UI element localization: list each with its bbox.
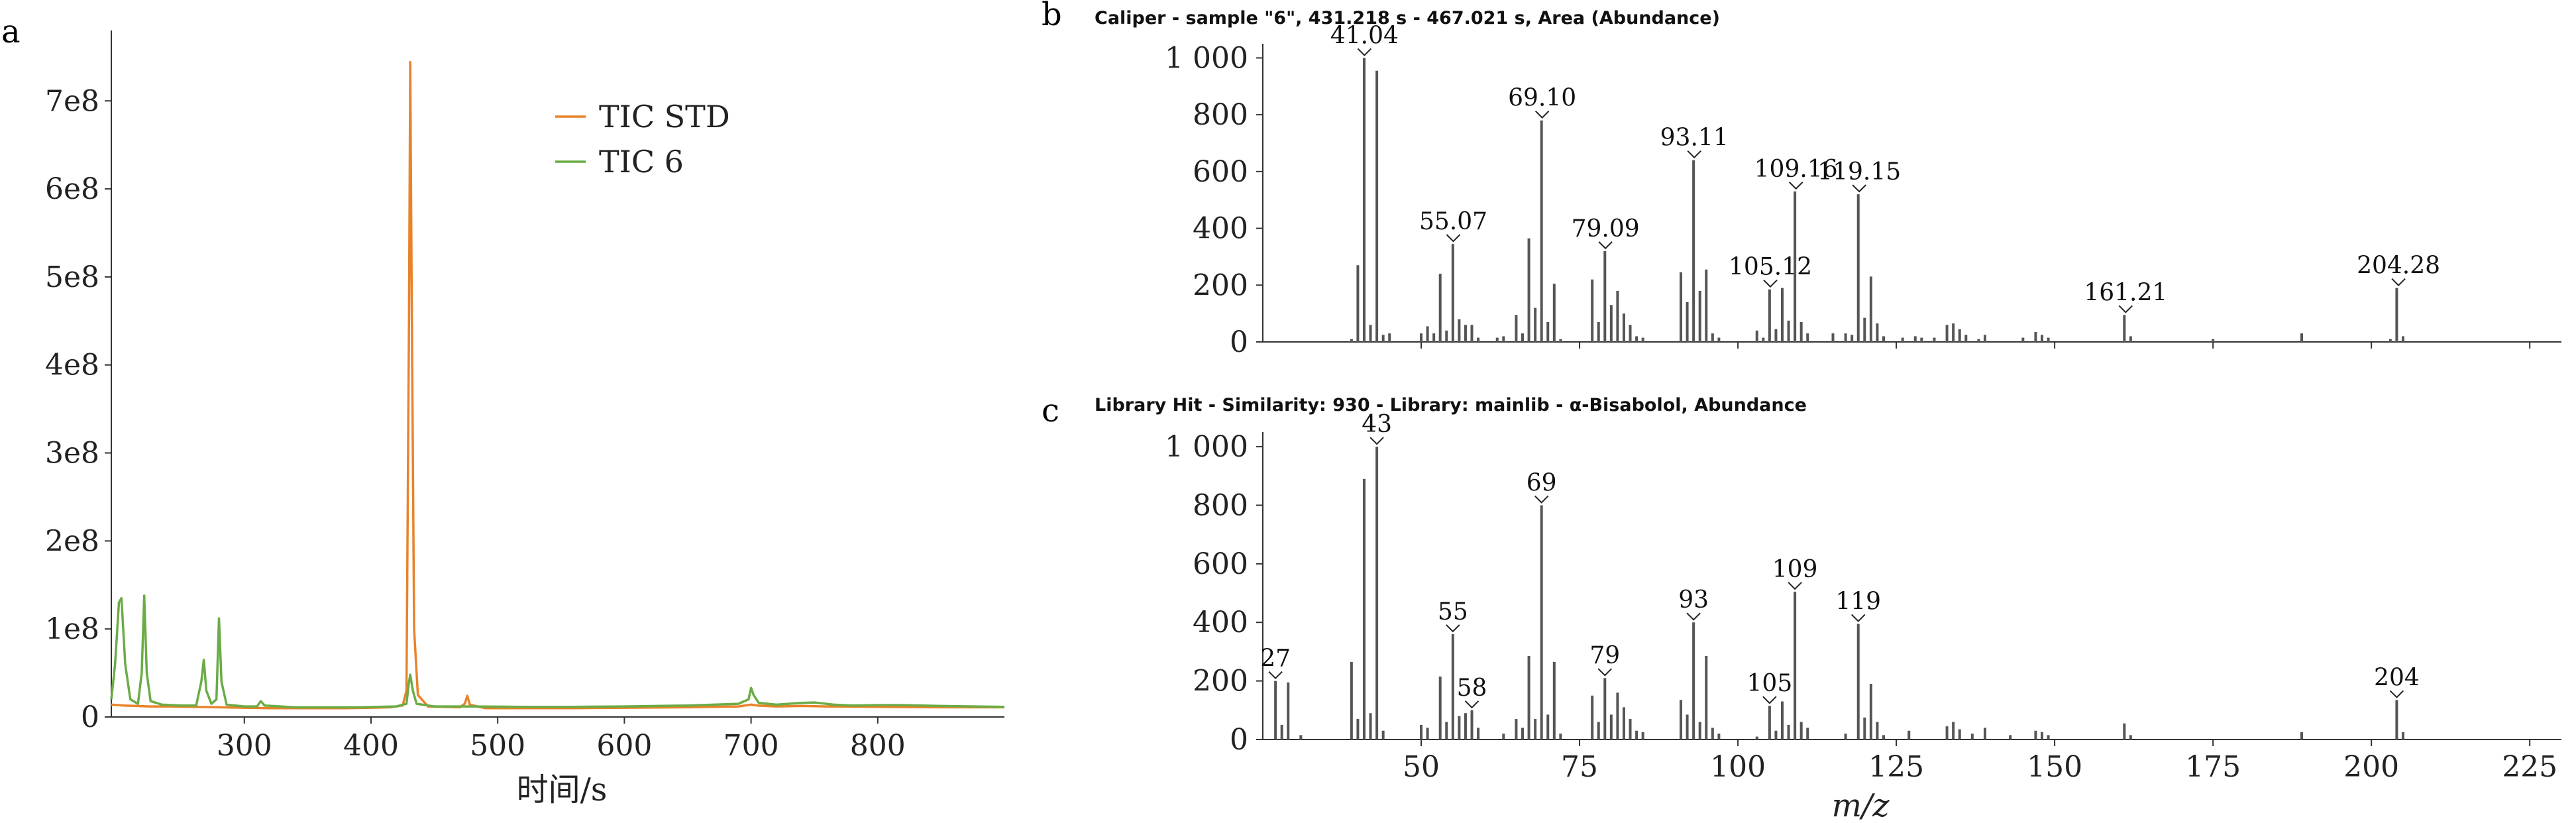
y-tick-label: 800 [1193,488,1248,522]
y-tick-label: 1e8 [45,612,99,646]
peak-marker [1598,241,1613,250]
y-tick-label: 2e8 [45,524,99,558]
peak-label: 204 [2374,664,2420,691]
x-tick-label: 150 [2027,750,2082,784]
y-tick-label: 200 [1193,268,1248,302]
peak-marker [1762,696,1777,704]
tic-chart: 0 1e8 2e8 3e8 4e8 5e8 6e8 7e8 300 400 500 600 700 800… [45,30,1005,763]
x-tick-label: 75 [1561,750,1598,784]
peak-label: 79 [1589,642,1620,669]
peak-marker [1464,700,1479,709]
peak-label: 161.21 [2084,279,2167,306]
peak-marker [1369,437,1384,445]
panel-letter-b: b [1042,0,1062,33]
peak-label: 79.09 [1572,215,1640,243]
peak-marker [1687,150,1701,159]
y-tick-label: 0 [1230,325,1248,359]
y-tick-label: 400 [1193,606,1248,639]
x-tick-label: 300 [217,729,272,763]
peak-label: 58 [1457,675,1487,702]
peak-label: 109.16 [1754,156,1838,183]
peak-marker [1597,668,1612,677]
x-tick-label: 800 [850,729,906,763]
peak-marker [2391,278,2406,286]
peak-label: 105 [1747,670,1793,697]
peak-label: 41.04 [1330,22,1399,49]
peak-marker [1852,184,1866,193]
y-tick-label: 0 [1230,723,1248,757]
peak-label: 93.11 [1660,125,1729,152]
x-tick-label: 200 [2343,750,2399,784]
series-line-tic-std [111,61,1004,710]
peak-marker [2389,690,2404,698]
peak-marker [1686,612,1701,621]
panel-c-x-axis-title: m/z [1832,787,1890,823]
x-tick-label: 600 [596,729,652,763]
peak-marker [1534,495,1549,504]
y-tick-label: 600 [1193,155,1248,189]
library-mass-spectrum: 0 200 400 600 800 1 000 50 75 100 125 150 175 200 225… [1165,411,2561,784]
peak-marker [1268,671,1283,680]
peak-label: 105.12 [1729,254,1812,281]
y-tick-label: 7e8 [45,84,99,118]
y-tick-label: 400 [1193,212,1248,246]
peak-label: 43 [1362,411,1392,438]
peak-marker [1788,182,1803,190]
series-line-tic-6 [110,594,1005,709]
peak-marker [1446,624,1460,633]
x-tick-label: 225 [2502,750,2557,784]
peak-label: 69.10 [1508,85,1576,112]
x-tick-label: 500 [470,729,525,763]
x-tick-label: 50 [1403,750,1440,784]
y-tick-label: 600 [1193,547,1248,581]
y-tick-label: 1 000 [1165,430,1248,464]
peak-label: 204.28 [2357,252,2440,280]
peak-marker [1357,48,1372,56]
legend-label: TIC STD [599,99,730,135]
peak-marker [1534,111,1550,119]
peak-label: 27 [1260,645,1291,673]
sample-mass-spectrum: 0 200 400 600 800 1 000 41.04 55.07 69.10 79.09 93… [1165,22,2561,359]
peak-label: 119 [1835,588,1881,615]
peak-marker [1446,234,1461,243]
y-tick-label: 5e8 [45,260,99,294]
peak-marker [2118,305,2133,313]
x-tick-label: 400 [343,729,399,763]
y-tick-label: 6e8 [45,172,99,206]
x-tick-label: 100 [1710,750,1766,784]
peak-marker [1763,280,1778,288]
y-tick-label: 800 [1193,98,1248,132]
panel-letter-a: a [1,13,21,50]
x-tick-label: 175 [2185,750,2241,784]
peak-label: 119.15 [1817,158,1901,186]
panel-b-title: Caliper - sample "6", 431.218 s - 467.02… [1095,8,1720,28]
legend-label: TIC 6 [599,144,684,180]
y-tick-label: 3e8 [45,437,99,470]
peak-marker [1788,582,1802,590]
peak-label: 55.07 [1419,208,1487,235]
peak-label: 69 [1527,469,1557,496]
y-tick-label: 200 [1193,665,1248,698]
panel-letter-c: c [1042,392,1059,429]
peak-label: 93 [1678,586,1709,614]
y-tick-label: 0 [81,700,99,734]
x-tick-label: 700 [724,729,779,763]
panel-c-title: Library Hit - Similarity: 930 - Library:… [1095,395,1807,415]
peak-marker [1851,614,1866,622]
panel-a-x-axis-title: 时间/s [517,771,608,808]
peak-label: 55 [1438,598,1468,626]
y-tick-label: 1 000 [1165,41,1248,75]
x-tick-label: 125 [1868,750,1924,784]
peak-label: 109 [1772,556,1818,583]
y-tick-label: 4e8 [45,349,99,382]
